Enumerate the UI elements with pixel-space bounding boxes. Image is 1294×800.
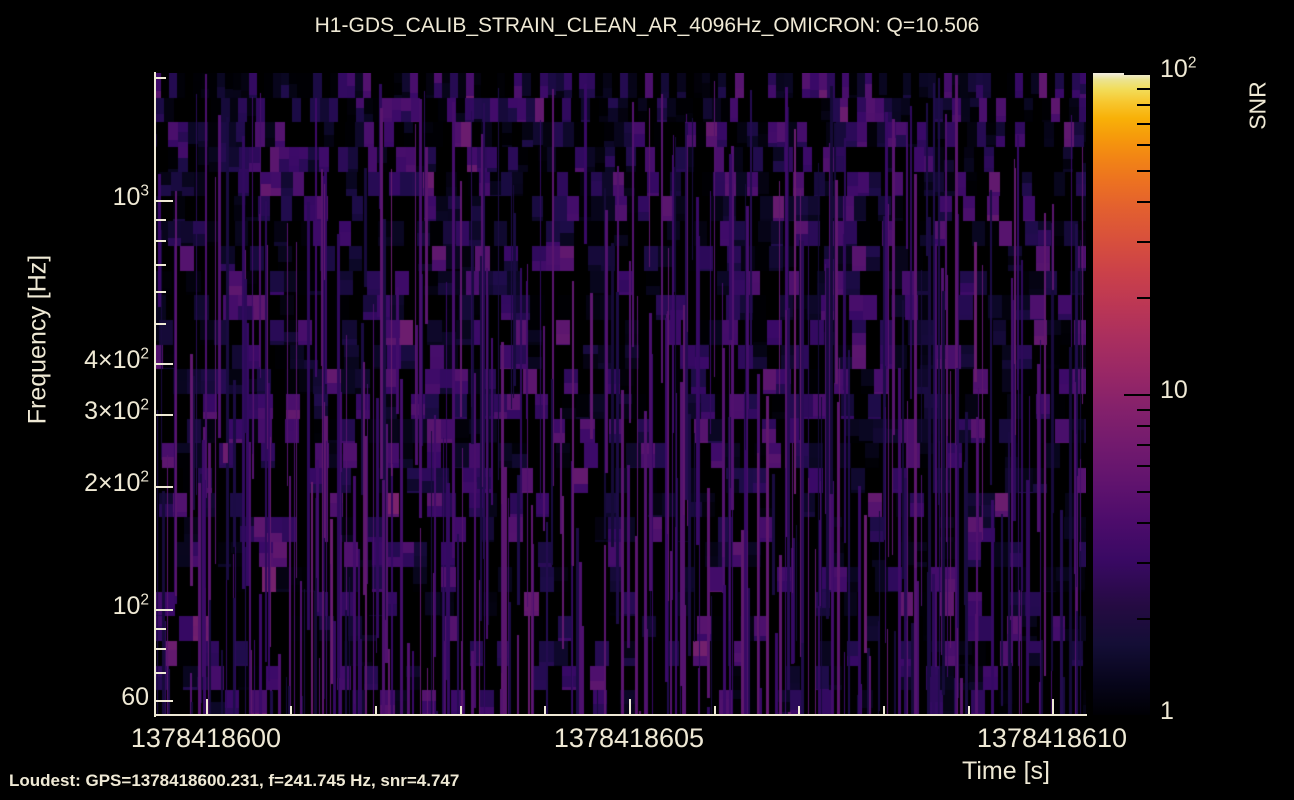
y-axis-tick-label: 4×102 (84, 345, 149, 374)
x-axis-tick (1052, 699, 1054, 715)
y-axis-tick (156, 77, 166, 79)
colorbar-tick (1137, 104, 1150, 106)
y-axis-tick (156, 323, 166, 325)
y-axis-tick-label: 102 (112, 591, 149, 620)
y-axis-tick-label: 3×102 (84, 396, 149, 425)
x-axis-tick (544, 706, 546, 715)
colorbar-tick (1137, 241, 1150, 243)
x-axis-tick (714, 706, 716, 715)
x-axis-tick (883, 706, 885, 715)
spectrogram-image (155, 73, 1086, 715)
y-axis-tick (156, 609, 173, 611)
y-axis-tick (156, 240, 166, 242)
colorbar-tick (1137, 425, 1150, 427)
colorbar-tick (1137, 297, 1150, 299)
colorbar-tick (1137, 123, 1150, 125)
y-axis-tick (156, 486, 173, 488)
x-axis-tick (968, 706, 970, 715)
colorbar-tick (1124, 715, 1150, 717)
x-axis-tick (629, 699, 631, 715)
colorbar-tick-label: 102 (1160, 54, 1197, 83)
y-axis-tick-label: 60 (121, 683, 149, 711)
page-title: H1-GDS_CALIB_STRAIN_CLEAN_AR_4096Hz_OMIC… (314, 14, 980, 37)
colorbar-tick (1137, 465, 1150, 467)
colorbar-tick (1137, 170, 1150, 172)
colorbar-label: SNR (1244, 81, 1271, 130)
x-axis-tick (206, 699, 208, 715)
colorbar-tick (1137, 444, 1150, 446)
x-axis-tick (798, 706, 800, 715)
colorbar-tick (1137, 409, 1150, 411)
x-axis-tick-label: 1378418605 (553, 723, 705, 753)
x-axis-tick-label: 1378418600 (130, 723, 282, 753)
colorbar-tick-label: 1 (1160, 697, 1174, 725)
loudest-event-annotation: Loudest: GPS=1378418600.231, f=241.745 H… (9, 771, 460, 790)
y-axis-tick (156, 264, 166, 266)
colorbar-tick (1137, 562, 1150, 564)
y-axis-tick (156, 672, 166, 674)
y-axis-tick (156, 363, 173, 365)
colorbar-tick (1137, 522, 1150, 524)
colorbar-tick (1137, 88, 1150, 90)
y-axis-label: Frequency [Hz] (23, 254, 52, 425)
x-axis-tick (290, 706, 292, 715)
y-axis-tick (156, 200, 173, 202)
colorbar-tick (1124, 73, 1150, 75)
x-axis-tick (375, 706, 377, 715)
x-axis-line (154, 714, 1087, 716)
colorbar-tick (1137, 201, 1150, 203)
y-axis-tick-label: 103 (112, 182, 149, 211)
y-axis-tick (156, 291, 166, 293)
y-axis-tick (156, 414, 173, 416)
colorbar-tick (1137, 618, 1150, 620)
y-axis-tick (156, 219, 166, 221)
y-axis-tick (156, 628, 166, 630)
colorbar-tick (1137, 144, 1150, 146)
y-axis-tick (156, 648, 166, 650)
x-axis-tick-label: 1378418610 (976, 723, 1128, 753)
colorbar (1093, 73, 1150, 717)
y-axis-tick (156, 700, 173, 702)
x-axis-label: Time [s] (962, 757, 1050, 785)
colorbar-tick (1137, 491, 1150, 493)
colorbar-tick (1124, 394, 1150, 396)
spectrogram-plot-area (155, 73, 1086, 715)
y-axis-line (154, 72, 156, 717)
x-axis-tick (460, 706, 462, 715)
colorbar-tick-label: 10 (1160, 376, 1188, 404)
y-axis-tick-label: 2×102 (84, 468, 149, 497)
